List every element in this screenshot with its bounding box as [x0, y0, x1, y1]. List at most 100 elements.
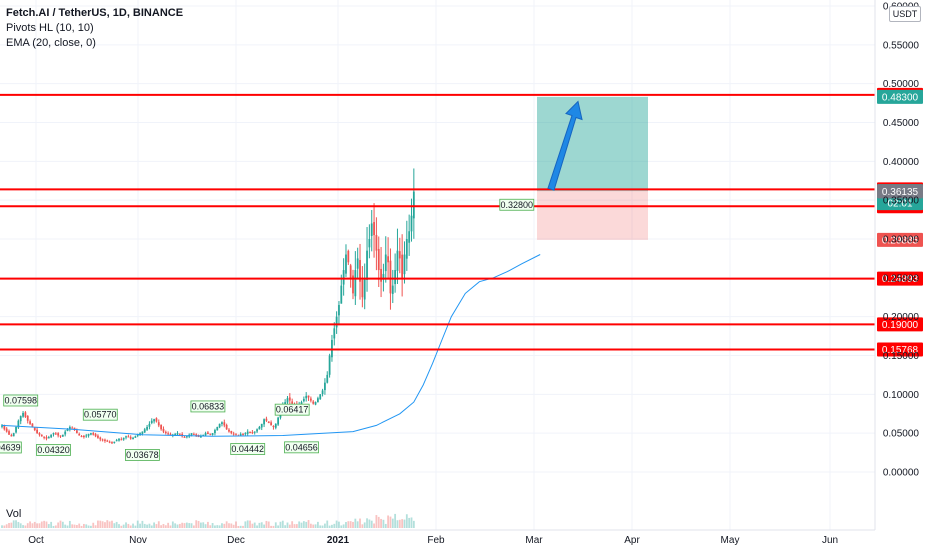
candle-body	[97, 435, 99, 438]
candle-body	[377, 248, 380, 271]
candle-body	[317, 398, 319, 403]
volume-bar	[197, 520, 200, 528]
horizontal-levels[interactable]: 0.485620.363900.342200.248930.190000.157…	[0, 87, 923, 357]
time-tick-label: Mar	[525, 535, 543, 546]
volume-bar	[176, 524, 179, 528]
countdown-label: 02:01	[887, 199, 912, 210]
volume-bar	[368, 519, 371, 528]
volume-bar	[314, 524, 317, 528]
time-axis[interactable]: Oct Nov Dec 2021 Feb Mar Apr May Jun	[0, 529, 875, 546]
candle-body	[251, 432, 254, 434]
pivots-indicator-label[interactable]: Pivots HL (10, 10)	[6, 22, 94, 34]
price-tick-label: 0.05000	[883, 429, 920, 440]
volume-bar	[258, 522, 261, 528]
candle-body	[190, 433, 193, 436]
long-position-tool[interactable]	[537, 96, 648, 240]
ema-indicator-label[interactable]: EMA (20, close, 0)	[6, 37, 96, 49]
candle-body	[108, 441, 111, 443]
volume-bar	[380, 518, 382, 528]
pivot-label-text: 0.06417	[276, 405, 309, 415]
symbol-title[interactable]: Fetch.AI / TetherUS, 1D, BINANCE	[6, 7, 184, 19]
candlestick-series	[1, 168, 415, 445]
candle-body	[50, 434, 53, 438]
volume-bar	[68, 520, 71, 528]
candle-body	[185, 436, 188, 438]
volume-bar	[12, 520, 15, 528]
volume-bar	[307, 520, 310, 528]
volume-bar	[83, 523, 85, 528]
volume-bar	[256, 525, 258, 528]
volume-bar	[223, 523, 226, 528]
up-arrow-icon[interactable]	[547, 100, 583, 191]
ema-polyline	[1, 254, 541, 437]
candle-body	[228, 429, 230, 432]
volume-bar	[113, 523, 116, 528]
volume-bar	[356, 521, 359, 528]
volume-bar	[293, 524, 296, 528]
volume-bar	[384, 523, 387, 528]
candle-body	[256, 429, 258, 432]
candle-body	[314, 402, 317, 405]
volume-bar	[335, 520, 338, 528]
volume-bar	[370, 520, 373, 528]
volume-bar	[31, 523, 34, 528]
candle-body	[328, 355, 331, 375]
candle-body	[223, 422, 226, 426]
candle-body	[83, 435, 85, 438]
volume-bar	[122, 524, 125, 528]
candle-body	[150, 420, 153, 423]
volume-bar	[389, 516, 392, 528]
volume-bar	[221, 523, 223, 528]
price-tick-label: 0.50000	[883, 79, 920, 90]
price-tag	[877, 232, 923, 247]
volume-bar	[146, 524, 148, 528]
candle-body	[78, 433, 81, 436]
volume-bar	[73, 524, 76, 528]
volume-bar	[132, 523, 134, 528]
volume-bar	[302, 521, 305, 528]
volume-bar	[162, 523, 165, 528]
volume-bar	[260, 522, 263, 528]
currency-badge[interactable]: USDT	[889, 6, 921, 22]
volume-bar	[286, 522, 289, 528]
volume-bar	[202, 522, 205, 528]
price-axis[interactable]: 0.00000 0.05000 0.10000 0.15000 0.20000 0.250…	[874, 0, 920, 530]
candle-body	[277, 417, 280, 425]
volume-bar	[300, 522, 303, 528]
volume-bar	[97, 520, 99, 528]
pivot-label-box	[230, 443, 266, 455]
pivot-labels: 0.07598 0.04639 0.04320 0.05770 0.03678 0.068…	[0, 198, 535, 461]
pivot-label-box	[3, 394, 39, 407]
candle-body	[211, 433, 214, 435]
volume-bar	[64, 524, 67, 528]
volume-bar	[5, 524, 8, 528]
price-tick-label: 0.40000	[883, 157, 920, 168]
candle-body	[363, 277, 366, 300]
volume-bar	[246, 520, 249, 528]
candle-body	[221, 422, 223, 425]
volume-bar	[26, 523, 29, 528]
volume-bar	[398, 519, 401, 528]
candle-body	[45, 437, 48, 439]
time-tick-label: Oct	[28, 535, 44, 546]
volume-bar	[403, 519, 406, 528]
volume-bar	[90, 525, 92, 528]
volume-bar	[288, 524, 291, 528]
pivot-label-text: 0.06833	[192, 401, 225, 411]
candle-body	[216, 426, 219, 431]
volume-bar	[218, 525, 221, 528]
candle-body	[225, 424, 228, 430]
volume-bar	[295, 524, 298, 528]
candle-body	[43, 436, 46, 438]
volume-bar	[66, 525, 69, 528]
candle-body	[312, 401, 315, 404]
candle-body	[272, 425, 275, 427]
volume-bar	[50, 521, 53, 528]
volume-bar	[331, 524, 333, 528]
volume-bar	[99, 520, 102, 528]
candle-body	[309, 398, 312, 401]
candle-body	[202, 434, 205, 436]
candle-body	[178, 433, 181, 435]
candle-body	[132, 437, 134, 440]
